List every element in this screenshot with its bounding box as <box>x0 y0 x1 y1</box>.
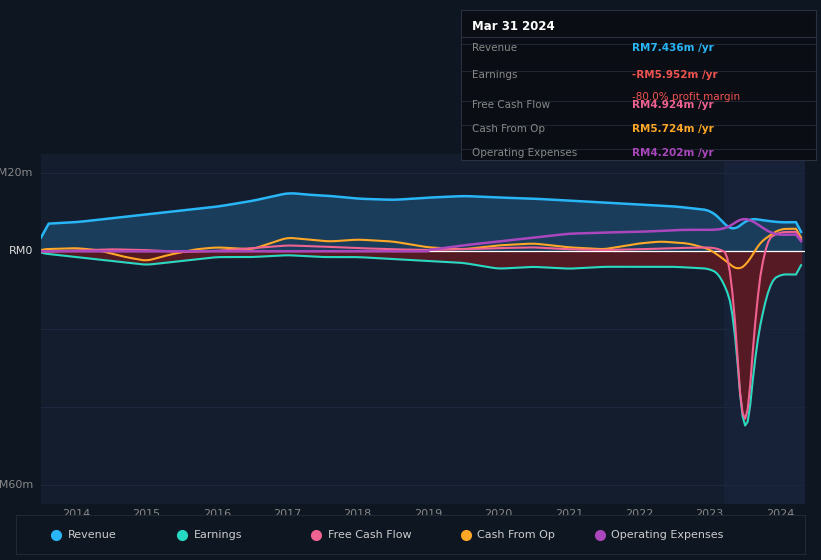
Text: Cash From Op: Cash From Op <box>472 124 545 134</box>
Text: Earnings: Earnings <box>472 69 517 80</box>
Text: RM0: RM0 <box>9 246 34 256</box>
Text: RM7.436m /yr: RM7.436m /yr <box>631 43 713 53</box>
Text: Revenue: Revenue <box>472 43 517 53</box>
Text: RM4.924m /yr: RM4.924m /yr <box>631 100 713 110</box>
Bar <box>723 154 808 504</box>
Text: -RM5.952m /yr: -RM5.952m /yr <box>631 69 718 80</box>
Text: Revenue: Revenue <box>67 530 117 540</box>
Text: -RM60m: -RM60m <box>0 479 34 489</box>
Text: Free Cash Flow: Free Cash Flow <box>328 530 411 540</box>
Text: Free Cash Flow: Free Cash Flow <box>472 100 550 110</box>
Text: -80.0% profit margin: -80.0% profit margin <box>631 92 740 102</box>
Text: RM20m: RM20m <box>0 169 34 179</box>
Text: RM5.724m /yr: RM5.724m /yr <box>631 124 713 134</box>
Text: Operating Expenses: Operating Expenses <box>472 148 577 157</box>
Text: RM4.202m /yr: RM4.202m /yr <box>631 148 713 157</box>
Text: Earnings: Earnings <box>194 530 242 540</box>
Text: Cash From Op: Cash From Op <box>478 530 555 540</box>
Text: Operating Expenses: Operating Expenses <box>612 530 724 540</box>
Text: Mar 31 2024: Mar 31 2024 <box>472 20 555 33</box>
